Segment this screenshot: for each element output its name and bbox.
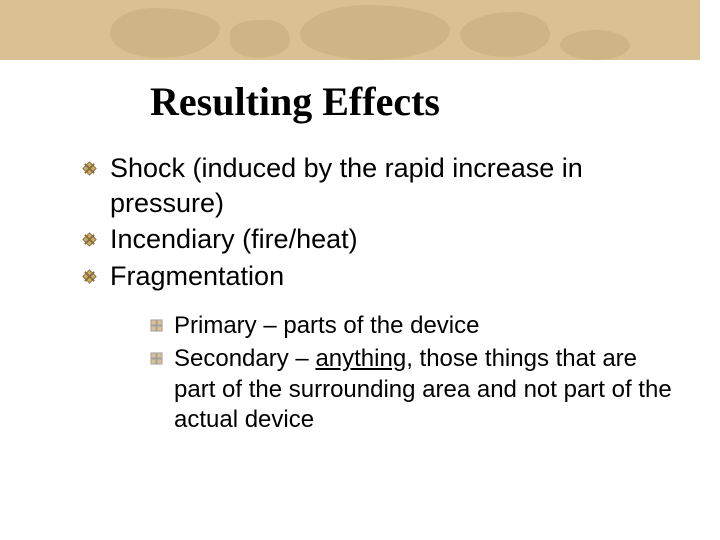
sub-list-item: Secondary – anything, those things that …: [150, 344, 680, 436]
sub-item-dash: –: [289, 345, 316, 372]
list-item: Fragmentation Primary – parts of the dev…: [82, 259, 680, 436]
bullet-square-icon: [150, 319, 163, 332]
banner-map-texture: [0, 0, 700, 60]
item-text: Fragmentation: [110, 261, 284, 291]
slide-title: Resulting Effects: [150, 78, 720, 125]
sub-item-underlined: anything: [315, 345, 406, 372]
sub-list-item: Primary – parts of the device: [150, 311, 680, 342]
banner-world-map: [0, 0, 700, 60]
list-item: Shock (induced by the rapid increase in …: [82, 151, 680, 220]
bullet-diamond-icon: [82, 269, 97, 284]
sub-item-rest: – parts of the device: [257, 312, 480, 339]
sub-item-lead: Secondary: [174, 345, 289, 372]
bullet-diamond-icon: [82, 161, 97, 176]
main-list: Shock (induced by the rapid increase in …: [82, 151, 680, 436]
bullet-square-icon: [150, 352, 163, 365]
sub-list: Primary – parts of the device Secondary …: [150, 311, 680, 436]
bullet-diamond-icon: [82, 232, 97, 247]
list-item: Incendiary (fire/heat): [82, 222, 680, 257]
item-text: Incendiary (fire/heat): [110, 224, 358, 254]
sub-item-lead: Primary: [174, 312, 257, 339]
item-text: Shock (induced by the rapid increase in …: [110, 153, 583, 218]
